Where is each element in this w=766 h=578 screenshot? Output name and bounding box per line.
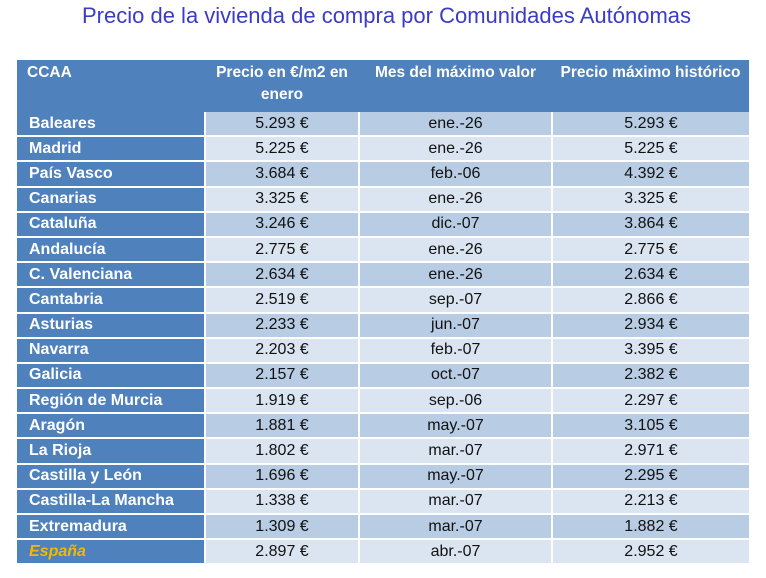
region-name: C. Valenciana xyxy=(17,262,206,289)
table-row: Cataluña 3.246 € dic.-07 3.864 € xyxy=(17,211,749,238)
table-row: Canarias 3.325 € ene.-26 3.325 € xyxy=(17,186,749,213)
precio-maximo: 2.297 € xyxy=(551,388,749,415)
precio-enero: 3.246 € xyxy=(204,211,360,238)
precio-maximo: 2.382 € xyxy=(551,362,749,390)
mes-maximo: mar.-07 xyxy=(358,514,553,541)
precio-maximo: 2.952 € xyxy=(551,539,749,566)
region-name: Asturias xyxy=(17,312,206,339)
mes-maximo: ene.-26 xyxy=(358,186,553,213)
precio-maximo: 4.392 € xyxy=(551,161,749,188)
precio-enero: 2.897 € xyxy=(204,539,360,566)
table-row: Galicia 2.157 € oct.-07 2.382 € xyxy=(17,362,749,390)
precio-enero: 5.293 € xyxy=(204,112,360,138)
price-table: CCAA Precio en €/m2 en enero Mes del máx… xyxy=(17,60,749,566)
mes-maximo: mar.-07 xyxy=(358,438,553,465)
precio-enero: 3.325 € xyxy=(204,186,360,213)
table-row: Castilla-La Mancha 1.338 € mar.-07 2.213 € xyxy=(17,488,749,516)
precio-enero: 2.233 € xyxy=(204,312,360,339)
precio-maximo: 2.295 € xyxy=(551,463,749,490)
region-name: Extremadura xyxy=(17,514,206,541)
precio-maximo: 2.634 € xyxy=(551,262,749,289)
precio-maximo: 3.105 € xyxy=(551,413,749,440)
precio-maximo: 2.971 € xyxy=(551,438,749,465)
precio-enero: 2.203 € xyxy=(204,337,360,364)
header-precio-maximo: Precio máximo histórico xyxy=(552,60,749,112)
table-header-row: CCAA Precio en €/m2 en enero Mes del máx… xyxy=(17,60,749,112)
precio-enero: 2.157 € xyxy=(204,362,360,390)
precio-enero: 1.309 € xyxy=(204,514,360,541)
region-name: Castilla y León xyxy=(17,463,206,490)
mes-maximo: jun.-07 xyxy=(358,312,553,339)
table-row: Madrid 5.225 € ene.-26 5.225 € xyxy=(17,136,749,163)
mes-maximo: may.-07 xyxy=(358,463,553,490)
table-row: Navarra 2.203 € feb.-07 3.395 € xyxy=(17,337,749,364)
mes-maximo: dic.-07 xyxy=(358,211,553,238)
table-row: Baleares 5.293 € ene.-26 5.293 € xyxy=(17,112,749,138)
precio-maximo: 2.866 € xyxy=(551,287,749,314)
region-name: Navarra xyxy=(17,337,206,364)
precio-maximo: 2.775 € xyxy=(551,236,749,264)
precio-maximo: 3.325 € xyxy=(551,186,749,213)
region-name: Andalucía xyxy=(17,236,206,264)
region-name: Cataluña xyxy=(17,211,206,238)
precio-maximo: 2.213 € xyxy=(551,488,749,516)
header-precio-enero: Precio en €/m2 en enero xyxy=(205,60,359,112)
precio-enero: 1.802 € xyxy=(204,438,360,465)
precio-enero: 5.225 € xyxy=(204,136,360,163)
table-row: Extremadura 1.309 € mar.-07 1.882 € xyxy=(17,514,749,541)
region-name: Canarias xyxy=(17,186,206,213)
precio-maximo: 5.293 € xyxy=(551,112,749,138)
precio-enero: 1.338 € xyxy=(204,488,360,516)
region-name: País Vasco xyxy=(17,161,206,188)
region-name: Castilla-La Mancha xyxy=(17,488,206,516)
mes-maximo: ene.-26 xyxy=(358,112,553,138)
precio-maximo: 3.864 € xyxy=(551,211,749,238)
table-row: País Vasco 3.684 € feb.-06 4.392 € xyxy=(17,161,749,188)
region-name: La Rioja xyxy=(17,438,206,465)
table-row: La Rioja 1.802 € mar.-07 2.971 € xyxy=(17,438,749,465)
header-mes-maximo: Mes del máximo valor xyxy=(359,60,552,112)
region-name: Baleares xyxy=(17,112,206,138)
header-ccaa: CCAA xyxy=(17,60,205,112)
table-row: Castilla y León 1.696 € may.-07 2.295 € xyxy=(17,463,749,490)
table-row: Aragón 1.881 € may.-07 3.105 € xyxy=(17,413,749,440)
table-row: Región de Murcia 1.919 € sep.-06 2.297 € xyxy=(17,388,749,415)
table-row: Asturias 2.233 € jun.-07 2.934 € xyxy=(17,312,749,339)
precio-enero: 2.775 € xyxy=(204,236,360,264)
precio-enero: 1.881 € xyxy=(204,413,360,440)
precio-enero: 1.696 € xyxy=(204,463,360,490)
table-row: Andalucía 2.775 € ene.-26 2.775 € xyxy=(17,236,749,264)
table-row: Cantabria 2.519 € sep.-07 2.866 € xyxy=(17,287,749,314)
region-name: España xyxy=(17,539,206,566)
precio-maximo: 5.225 € xyxy=(551,136,749,163)
mes-maximo: may.-07 xyxy=(358,413,553,440)
precio-maximo: 3.395 € xyxy=(551,337,749,364)
region-name: Galicia xyxy=(17,362,206,390)
precio-enero: 2.519 € xyxy=(204,287,360,314)
mes-maximo: ene.-26 xyxy=(358,262,553,289)
page-title: Precio de la vivienda de compra por Comu… xyxy=(82,3,692,28)
region-name: Aragón xyxy=(17,413,206,440)
mes-maximo: sep.-07 xyxy=(358,287,553,314)
region-name: Madrid xyxy=(17,136,206,163)
precio-enero: 1.919 € xyxy=(204,388,360,415)
table-row: C. Valenciana 2.634 € ene.-26 2.634 € xyxy=(17,262,749,289)
mes-maximo: abr.-07 xyxy=(358,539,553,566)
region-name: Región de Murcia xyxy=(17,388,206,415)
mes-maximo: oct.-07 xyxy=(358,362,553,390)
table-row: España 2.897 € abr.-07 2.952 € xyxy=(17,539,749,566)
precio-enero: 3.684 € xyxy=(204,161,360,188)
mes-maximo: ene.-26 xyxy=(358,236,553,264)
mes-maximo: feb.-06 xyxy=(358,161,553,188)
mes-maximo: mar.-07 xyxy=(358,488,553,516)
mes-maximo: feb.-07 xyxy=(358,337,553,364)
mes-maximo: ene.-26 xyxy=(358,136,553,163)
precio-maximo: 2.934 € xyxy=(551,312,749,339)
region-name: Cantabria xyxy=(17,287,206,314)
mes-maximo: sep.-06 xyxy=(358,388,553,415)
precio-enero: 2.634 € xyxy=(204,262,360,289)
precio-maximo: 1.882 € xyxy=(551,514,749,541)
